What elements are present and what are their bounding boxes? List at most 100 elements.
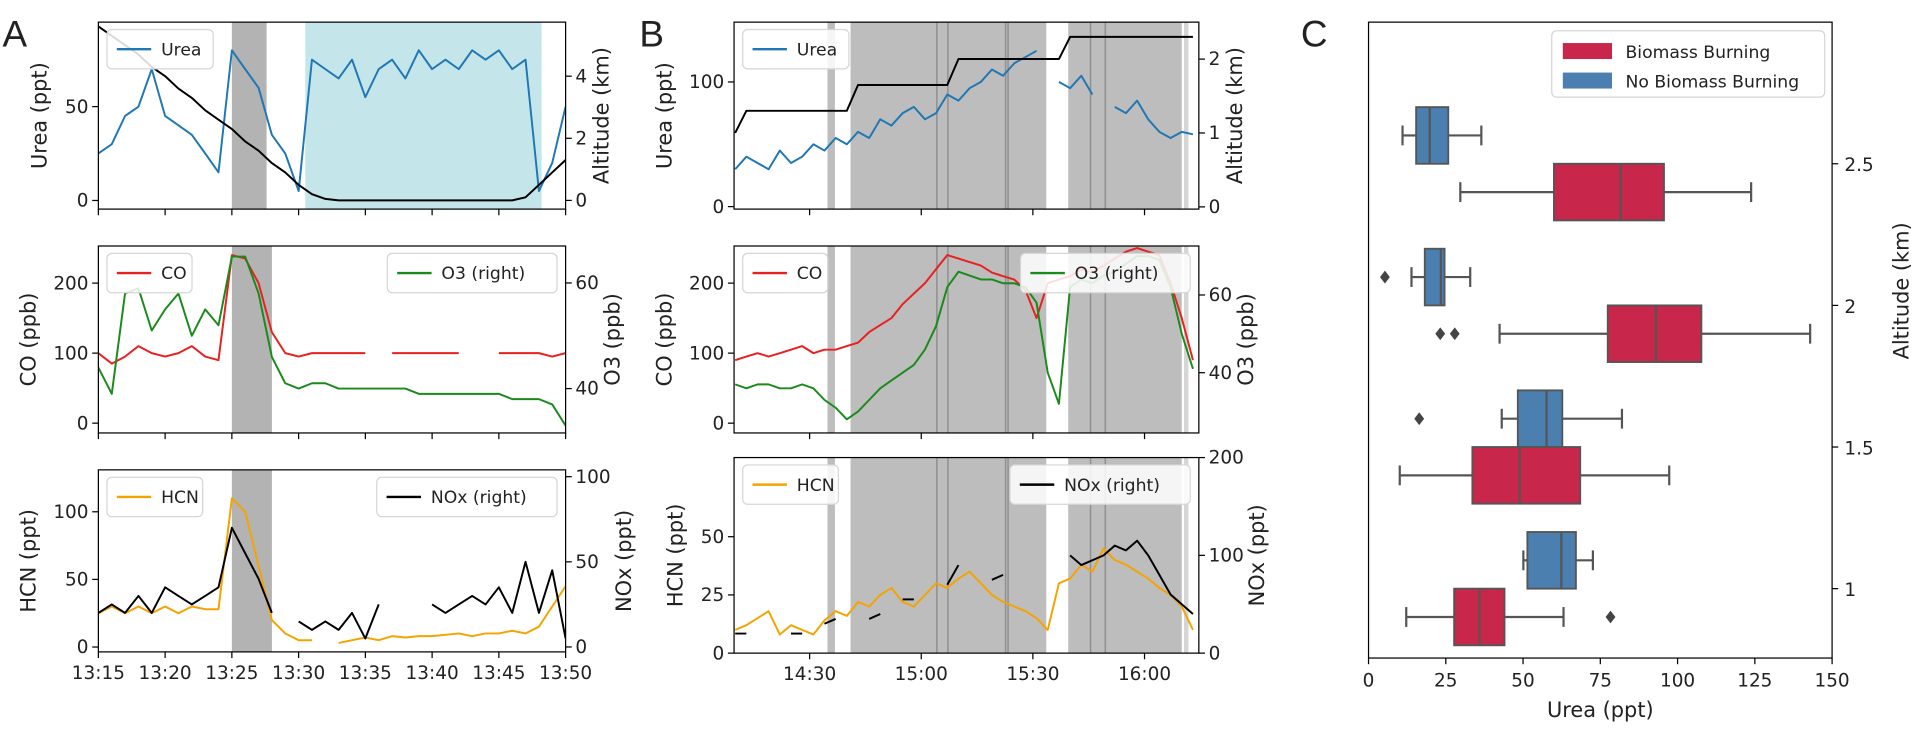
- iqr-box: [1526, 531, 1577, 590]
- x-tick-label: 13:20: [139, 663, 192, 684]
- altitude-km-line: [734, 35, 1193, 134]
- x-tick-label: 15:00: [895, 664, 948, 685]
- plot-frame: [733, 245, 1200, 434]
- shaded-span: [1068, 22, 1182, 210]
- legend-o3-right: O3 (right): [1019, 252, 1191, 294]
- altitude-km-line: [98, 25, 566, 202]
- shaded-span: [231, 22, 267, 210]
- y-tick-label-right: 0: [1209, 643, 1221, 664]
- y-tick-label-right: 60: [1209, 285, 1232, 306]
- x-tick-label: 13:50: [539, 663, 592, 684]
- nox-right-line: [991, 574, 1004, 581]
- x-axis-label: Urea (ppt): [1547, 698, 1654, 722]
- x-tick-label: 0: [1363, 670, 1375, 691]
- y-tick-label-right: 0: [575, 637, 587, 658]
- urea-line: [734, 49, 1038, 171]
- legend-label: Biomass Burning: [1626, 43, 1771, 63]
- legend-label: HCN: [161, 488, 199, 508]
- x-tick-label: 100: [1660, 670, 1695, 691]
- nox-right-line: [868, 613, 881, 620]
- y-tick-label-right: 100: [1209, 545, 1244, 566]
- box-biomass-burning-1km: [1405, 587, 1616, 647]
- y-tick-label-left: 0: [712, 413, 724, 434]
- y-tick-label-left: 50: [65, 570, 88, 591]
- legend-label: HCN: [797, 476, 835, 496]
- legend-box: [1551, 30, 1826, 98]
- x-tick-label: 16:00: [1118, 664, 1171, 685]
- x-tick-label: 75: [1589, 670, 1612, 691]
- plot-frame: [97, 469, 567, 653]
- subplot-c: 0 25 50 75 100 125 150 1 1.5 2 2.5 Urea (ppt) Altitu…: [1363, 21, 1913, 722]
- y-axis-label-right: Altitude (km): [1889, 222, 1913, 359]
- outlier-point: [1414, 412, 1425, 426]
- iqr-box: [1415, 106, 1450, 165]
- y-tick-label-left: 100: [689, 343, 724, 364]
- shaded-span: [231, 469, 272, 652]
- nox-right-line: [946, 564, 960, 586]
- y-tick-label-right: 1: [1209, 123, 1221, 144]
- iqr-box: [1423, 247, 1446, 307]
- legend-box: [742, 28, 850, 70]
- legend-label: NOx (right): [1064, 476, 1160, 496]
- box-biomass-burning-2-5km: [1459, 162, 1753, 222]
- urea-line: [1114, 99, 1194, 139]
- x-tick-label: 13:30: [272, 663, 325, 684]
- y-tick-label-left: 100: [53, 343, 88, 364]
- legend-swatch-biomass-burning: [1562, 43, 1612, 60]
- y-tick-label-right: 200: [1209, 448, 1244, 469]
- y-tick-label-right: 2: [1844, 297, 1856, 318]
- hcn-line: [98, 497, 312, 642]
- legend-hcn: HCN: [742, 464, 839, 505]
- nox-right-line: [431, 560, 566, 639]
- y-tick-label-left: 0: [77, 191, 89, 212]
- y-tick-label-right: 60: [575, 273, 598, 294]
- legend: Biomass Burning No Biomass Burning: [1551, 30, 1826, 98]
- panel-label-b: B: [639, 14, 664, 55]
- shaded-span: [827, 22, 835, 210]
- y-axis-label-left: CO (ppb): [652, 293, 676, 387]
- panel-label-a: A: [2, 14, 27, 55]
- co-line: [98, 254, 366, 365]
- x-tick-label: 50: [1511, 670, 1534, 691]
- outlier-point: [1435, 327, 1446, 341]
- legend-urea: Urea: [742, 28, 850, 70]
- legend-box: [742, 464, 839, 505]
- x-tick-label: 13:35: [339, 663, 392, 684]
- iqr-box: [1553, 162, 1665, 222]
- y-tick-label-left: 0: [712, 643, 724, 664]
- legend-box: [106, 476, 204, 518]
- box-no-biomass-burning-2-5km: [1401, 106, 1483, 165]
- box-no-biomass-burning-2km: [1379, 247, 1472, 307]
- subplot-b-5: 0 25 50 HCN (ppt) 0 100 200 NOx (ppt) 14:30 15:00…: [663, 448, 1269, 685]
- y-tick-label-left: 0: [712, 197, 724, 218]
- legend-label: CO: [797, 264, 823, 284]
- y-tick-label-left: 50: [701, 527, 724, 548]
- legend-label: No Biomass Burning: [1626, 72, 1800, 92]
- legend-o3-right: O3 (right): [386, 252, 558, 294]
- y-tick-label-right: 2.5: [1844, 155, 1873, 176]
- outlier-point: [1379, 270, 1390, 284]
- y-tick-label-right: 0: [575, 191, 587, 212]
- y-tick-label-right: 1.5: [1844, 438, 1873, 459]
- legend-nox-right: NOx (right): [376, 476, 558, 518]
- x-tick-label: 13:25: [205, 663, 258, 684]
- iqr-box: [1606, 304, 1703, 363]
- hcn-line: [734, 547, 1194, 636]
- y-tick-label-left: 50: [65, 97, 88, 118]
- y-tick-label-left: 100: [689, 72, 724, 93]
- subplot-b-3: 0 100 Urea (ppt) 0 1 2 Altitude (km) Urea: [652, 21, 1247, 218]
- iqr-box: [1516, 389, 1564, 448]
- shaded-span: [1183, 457, 1189, 654]
- panel-label-c: C: [1301, 14, 1328, 55]
- plot-frame: [97, 21, 567, 210]
- shaded-span: [1183, 246, 1189, 433]
- legend-box: [1009, 464, 1191, 505]
- y-tick-label-left: 25: [701, 585, 724, 606]
- legend-urea: Urea: [106, 28, 214, 70]
- y-axis-label-right: NOx (ppt): [1245, 504, 1269, 606]
- y-tick-label-right: 40: [575, 379, 598, 400]
- y-tick-label-right: 100: [575, 467, 610, 488]
- x-tick-label: 13:15: [72, 663, 125, 684]
- subplot-a-0: 0 50 Urea (ppt) 0 2 4 Altitude (km) Urea: [28, 21, 614, 216]
